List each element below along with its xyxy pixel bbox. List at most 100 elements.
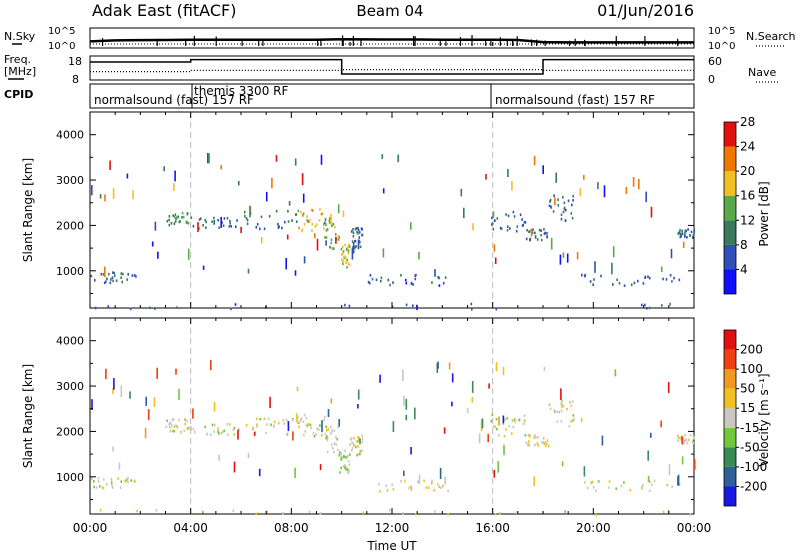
range-cell <box>91 399 93 410</box>
range-cell <box>182 215 185 219</box>
range-cell <box>299 419 302 422</box>
range-cell <box>682 241 685 249</box>
range-cell <box>553 194 555 197</box>
range-cell <box>648 276 651 280</box>
range-cell <box>684 235 686 238</box>
range-cell <box>202 265 205 270</box>
range-cell <box>560 402 563 406</box>
range-cell <box>689 433 692 437</box>
range-cell <box>504 418 506 421</box>
colorbar-tick-label: 50 <box>740 382 755 396</box>
range-cell <box>527 440 530 443</box>
range-cell <box>561 404 563 407</box>
power-colorbar-title: Power [dB] <box>757 181 771 246</box>
range-cell <box>183 429 186 433</box>
range-cell <box>294 158 297 166</box>
range-cell <box>515 511 517 514</box>
range-cell <box>213 219 215 223</box>
range-cell <box>115 279 118 282</box>
range-cell <box>154 307 156 310</box>
range-cell <box>149 306 151 310</box>
range-cell <box>511 432 513 435</box>
range-cell <box>204 425 206 429</box>
range-cell <box>451 401 453 407</box>
range-cell <box>355 227 358 230</box>
range-cell <box>356 453 358 457</box>
colorbar-swatch <box>724 408 736 428</box>
range-cell <box>346 247 348 251</box>
range-cell <box>107 305 110 308</box>
range-cell <box>337 238 340 241</box>
range-cell <box>502 415 505 424</box>
range-cell <box>325 236 328 239</box>
range-cell <box>112 446 114 452</box>
range-cell <box>523 414 526 417</box>
range-cell <box>572 194 574 198</box>
range-cell <box>521 218 523 221</box>
range-cell <box>545 442 548 446</box>
range-cell <box>300 210 302 214</box>
range-cell <box>213 222 215 225</box>
range-cell <box>571 203 573 207</box>
range-cell <box>120 480 123 483</box>
range-cell <box>562 405 565 408</box>
colorbar-tick-label: 200 <box>740 343 763 357</box>
range-cell <box>644 303 646 307</box>
range-cell <box>330 432 332 435</box>
range-cell <box>333 450 335 454</box>
range-cell <box>681 436 683 445</box>
range-cell <box>538 228 541 232</box>
range-cell <box>525 237 528 241</box>
range-cell <box>205 226 207 229</box>
range-cell <box>235 225 237 228</box>
range-cell <box>266 510 268 513</box>
range-cell <box>506 225 509 228</box>
range-cell <box>408 486 410 490</box>
range-cell <box>110 278 112 281</box>
range-cell <box>685 438 687 442</box>
range-cell <box>447 513 449 516</box>
range-cell <box>347 249 350 252</box>
range-cell <box>325 240 327 246</box>
range-cell <box>344 449 346 453</box>
range-cell <box>544 441 547 444</box>
nave-label: Nave <box>748 66 776 79</box>
colorbar-swatch <box>724 244 736 270</box>
range-cell <box>296 386 299 391</box>
range-cell <box>126 278 128 281</box>
range-cell <box>511 181 513 191</box>
range-cell <box>169 426 171 429</box>
range-cell <box>206 432 209 436</box>
range-cell <box>112 486 114 489</box>
range-cell <box>173 215 176 219</box>
range-cell <box>273 420 276 424</box>
range-cell <box>431 281 433 284</box>
range-cell <box>614 369 617 377</box>
range-cell <box>530 228 533 237</box>
range-cell <box>165 425 168 429</box>
range-cell <box>185 221 188 224</box>
range-cell <box>532 228 534 231</box>
range-cell <box>133 479 136 483</box>
noise-tick-left-top: 10^5 <box>48 26 75 37</box>
range-cell <box>103 281 106 285</box>
range-cell <box>244 210 246 214</box>
freq-tick-left-bottom: 8 <box>72 73 79 86</box>
colorbar-tick-label: 100 <box>740 362 763 376</box>
range-cell <box>513 418 516 421</box>
range-cell <box>223 429 226 433</box>
range-cell <box>324 415 326 419</box>
cpid-label: CPID <box>4 88 33 101</box>
range-cell <box>198 218 201 221</box>
range-cell <box>579 188 582 197</box>
range-cell <box>303 222 306 226</box>
range-cell <box>548 204 551 208</box>
range-cell <box>173 183 175 191</box>
nave-line <box>90 69 694 73</box>
range-cell <box>342 250 345 253</box>
range-cell <box>184 418 186 421</box>
colorbar-tick-label: 24 <box>740 140 755 154</box>
range-cell <box>111 484 113 487</box>
range-cell <box>324 236 326 239</box>
